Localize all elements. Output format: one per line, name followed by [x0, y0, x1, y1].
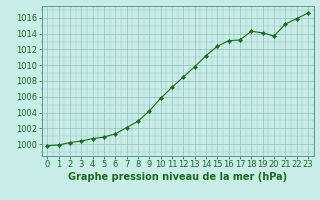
X-axis label: Graphe pression niveau de la mer (hPa): Graphe pression niveau de la mer (hPa) — [68, 172, 287, 182]
